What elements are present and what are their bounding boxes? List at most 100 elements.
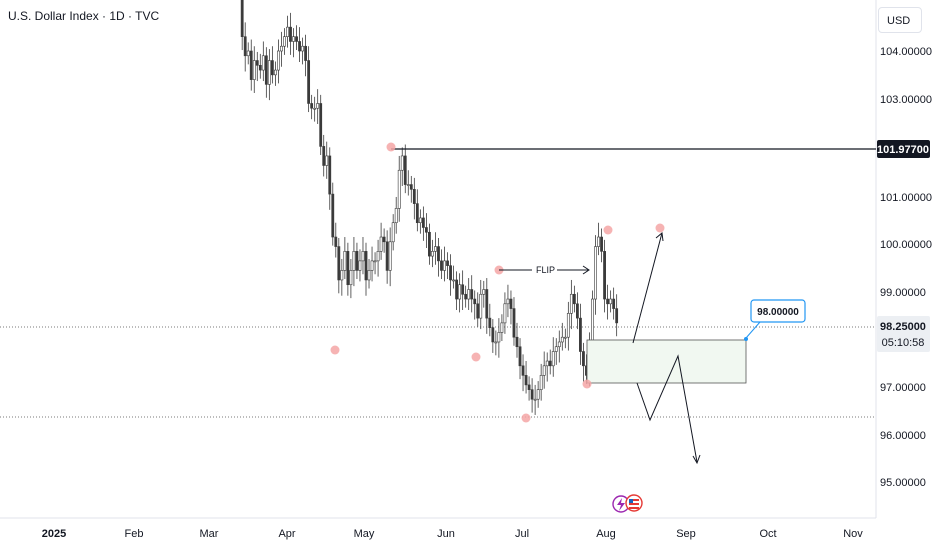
candle-body <box>473 298 477 305</box>
candle-body <box>406 184 410 186</box>
candle-body <box>443 260 446 271</box>
flip-arrowhead <box>582 265 590 275</box>
candle-body <box>515 336 519 348</box>
candle-body <box>273 69 277 76</box>
candle-body <box>277 50 280 71</box>
candle-body <box>542 365 546 376</box>
candle-body <box>418 217 422 224</box>
candle-body <box>415 203 419 224</box>
candle-body <box>412 189 416 204</box>
time-axis[interactable]: 2025 Feb Mar Apr May Jun Jul Aug Sep Oct… <box>42 528 864 540</box>
price-tick: 99.00000 <box>880 287 926 299</box>
candle-body <box>458 284 462 300</box>
candle-body <box>289 26 292 42</box>
price-tick: 100.00000 <box>880 239 932 251</box>
candle-body <box>261 55 265 71</box>
current-price-countdown: 05:10:58 <box>882 337 925 349</box>
candles-series <box>240 0 619 415</box>
price-scale[interactable]: 104.00000 103.00000 101.00000 100.00000 … <box>880 46 932 489</box>
candle-body <box>527 384 531 390</box>
candle-body <box>612 298 616 309</box>
candle-body <box>434 246 437 252</box>
candle-body <box>569 293 573 314</box>
candle-body <box>243 36 247 57</box>
candle-body <box>572 293 576 305</box>
candle-body <box>264 55 268 85</box>
candle-body <box>400 155 404 171</box>
candle-body <box>497 332 501 343</box>
candle-body <box>424 227 428 233</box>
candle-body <box>394 208 398 224</box>
candle-body <box>554 346 558 352</box>
callout-leader <box>745 321 761 339</box>
candle-body <box>446 260 449 266</box>
candle-body <box>539 375 543 390</box>
candle-body <box>319 103 323 147</box>
price-tick: 103.00000 <box>880 94 932 106</box>
candle-body <box>579 317 582 352</box>
candle-body <box>609 298 613 305</box>
candle-body <box>370 260 374 271</box>
candle-body <box>316 103 320 109</box>
time-tick: Jun <box>437 528 455 540</box>
candle-body <box>328 155 332 195</box>
currency-selector-button[interactable]: USD <box>878 7 922 33</box>
candle-body <box>491 327 495 343</box>
lightning-bolt-icon <box>617 498 625 511</box>
candle-body <box>467 289 471 300</box>
flip-label: FLIP <box>536 265 555 275</box>
candle-body <box>449 265 452 281</box>
candle-body <box>391 222 395 243</box>
candle-body <box>409 184 413 190</box>
chart-title: U.S. Dollar Index · 1D · TVC <box>8 9 160 23</box>
candle-body <box>545 360 549 367</box>
candle-body <box>376 251 380 262</box>
swing-marker <box>330 345 340 355</box>
candle-body <box>512 308 516 338</box>
candle-body <box>452 279 455 282</box>
candle-body <box>428 231 431 257</box>
candle-body <box>533 398 537 401</box>
candle-body <box>606 298 610 305</box>
candle-body <box>615 308 619 324</box>
price-tick: 101.00000 <box>880 192 932 204</box>
candle-body <box>385 241 389 271</box>
time-tick: 2025 <box>42 528 66 540</box>
candle-body <box>470 289 474 300</box>
candle-body <box>403 155 407 185</box>
candle-body <box>346 251 350 286</box>
swing-marker <box>603 225 613 235</box>
candle-body <box>494 341 498 344</box>
current-price-value: 98.25000 <box>880 321 926 333</box>
candle-body <box>310 103 314 109</box>
candle-body <box>566 313 570 338</box>
candle-body <box>267 60 271 85</box>
time-tick: May <box>354 528 375 540</box>
candle-body <box>283 36 286 47</box>
candle-body <box>255 60 259 66</box>
candle-body <box>280 45 283 52</box>
price-tick: 104.00000 <box>880 46 932 58</box>
candle-body <box>530 389 534 400</box>
candle-body <box>524 375 528 386</box>
candle-body <box>482 289 486 295</box>
price-tick: 96.00000 <box>880 430 926 442</box>
event-icons[interactable] <box>612 494 643 513</box>
candle-body <box>464 293 468 300</box>
candle-body <box>591 298 594 348</box>
candle-body <box>331 193 335 238</box>
us-flag-canton-icon <box>629 499 633 503</box>
callout-anchor <box>744 337 748 341</box>
bullish-projection-arrow <box>632 232 663 344</box>
bullish-arrowhead <box>655 232 664 242</box>
candle-body <box>295 36 298 42</box>
candle-body <box>536 389 540 400</box>
target-callout-box <box>750 299 806 323</box>
candle-body <box>421 217 425 228</box>
candle-body <box>431 251 434 257</box>
swing-marker <box>655 223 665 233</box>
candle-body <box>334 236 338 247</box>
candle-body <box>252 60 256 80</box>
swing-marker <box>521 413 531 423</box>
